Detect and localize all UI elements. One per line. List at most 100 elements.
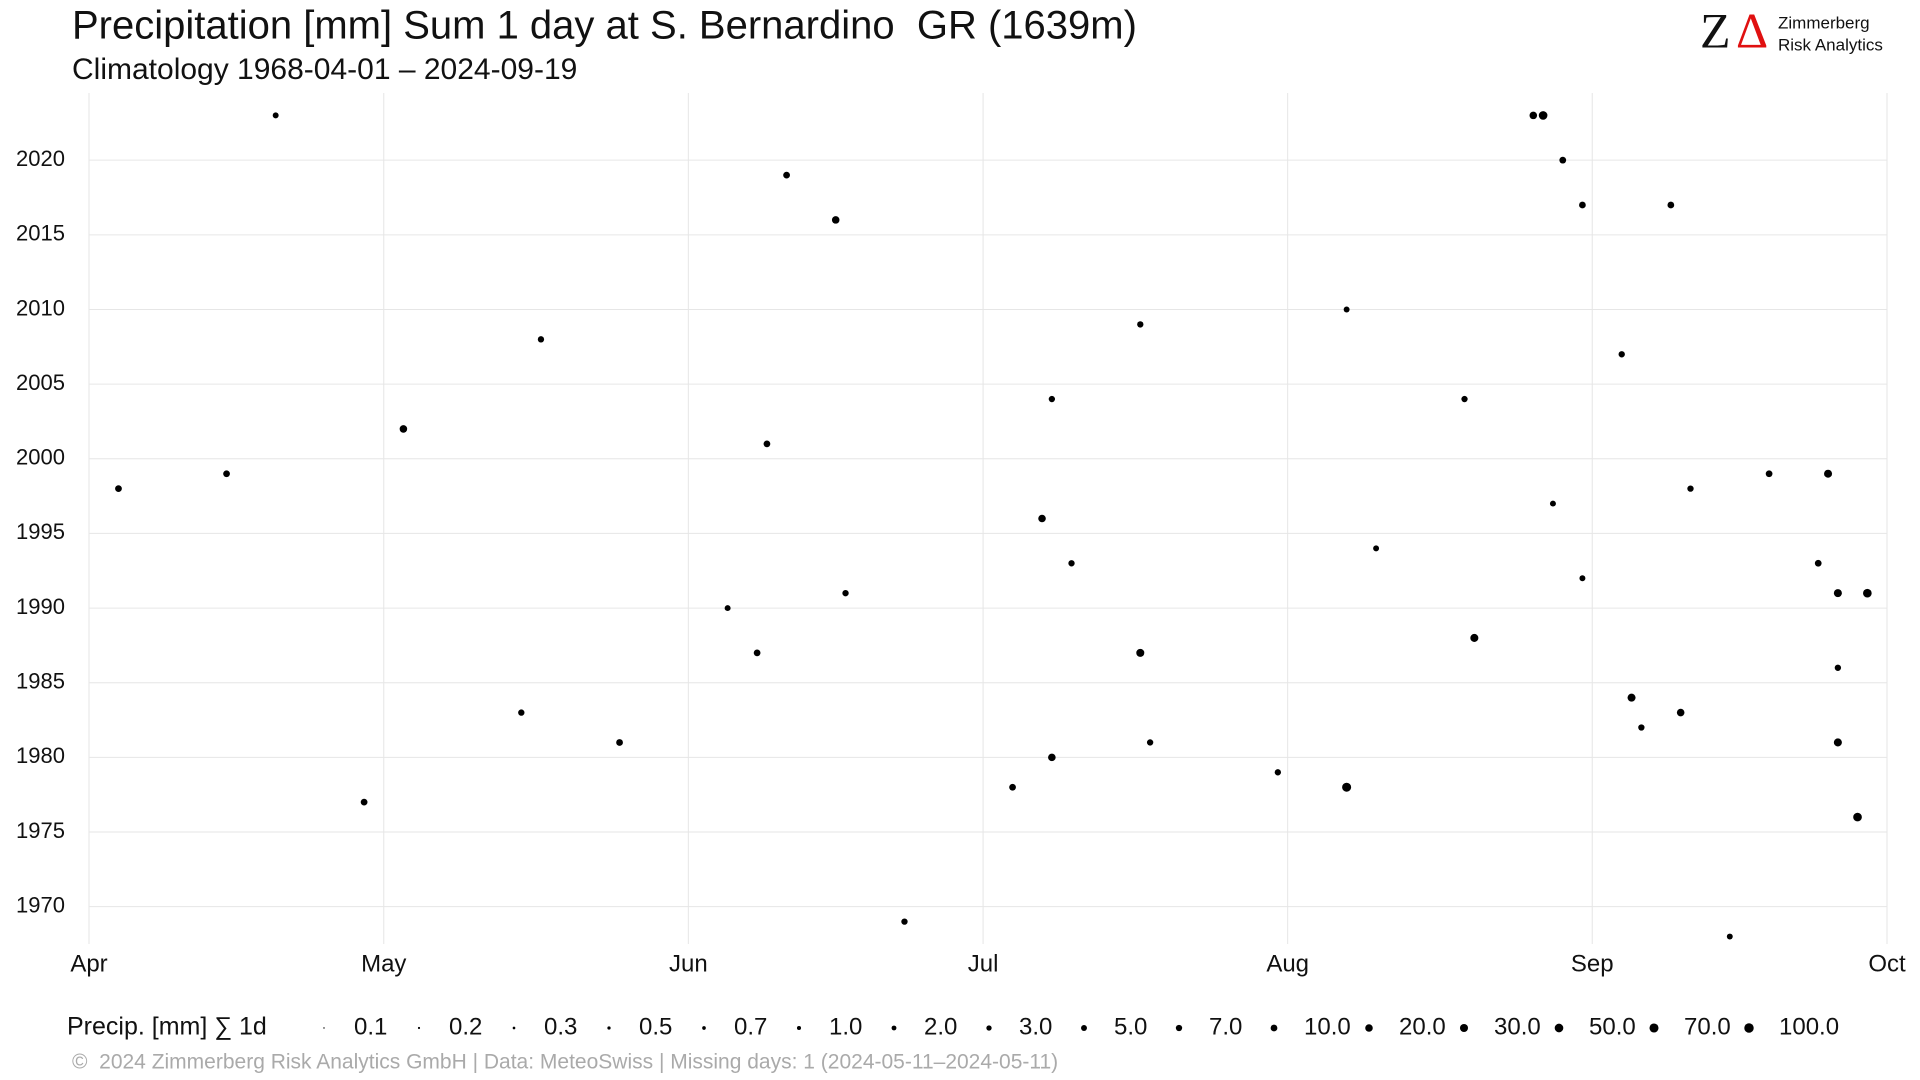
chart-subtitle: Climatology 1968-04-01 – 2024-09-19 [72,53,577,86]
point [1048,753,1056,762]
point [763,440,771,448]
legend-label: 0.1 [354,1013,387,1040]
point [901,918,908,925]
y-tick-label: 1970 [16,892,65,917]
point [1824,469,1833,478]
point [1343,306,1350,313]
point [1470,633,1479,642]
point [1009,783,1016,791]
y-tick-label: 2010 [16,295,65,320]
point [1765,470,1773,478]
logo-mark: Δ [1736,2,1768,58]
point [1038,514,1046,523]
legend-label: 5.0 [1114,1013,1147,1040]
legend-symbol [891,1025,897,1031]
legend-symbol [1459,1023,1469,1033]
legend-label: 70.0 [1684,1013,1731,1040]
x-tick-label: Jul [968,950,999,977]
point [783,171,790,179]
point [1676,708,1685,717]
point [115,485,122,493]
point [360,798,368,806]
point [1667,201,1675,209]
x-tick-label: Apr [70,950,107,977]
legend-label: 0.2 [449,1013,482,1040]
point [1863,588,1872,598]
legend-symbol [1744,1023,1754,1033]
point [1833,589,1842,598]
point [1529,111,1538,120]
point [753,649,761,657]
legend-symbol [1365,1024,1373,1032]
legend-label: 1.0 [829,1013,862,1040]
point [1627,693,1636,702]
point [1342,782,1352,792]
point [1726,933,1733,940]
point [1814,559,1822,567]
point [1136,648,1145,657]
point [1137,321,1144,328]
legend-label: 0.7 [734,1013,767,1040]
point [1853,812,1862,822]
point [537,336,545,343]
y-tick-label: 1995 [16,519,65,544]
point [1538,111,1548,120]
point [1833,738,1842,747]
x-tick-label: Jun [669,950,708,977]
legend-label: 0.3 [544,1013,577,1040]
point [223,470,230,478]
point [1618,351,1625,358]
y-tick-label: 1975 [16,818,65,843]
logo-mark: Z [1700,2,1731,58]
point [1638,724,1645,731]
legend-symbol [323,1027,325,1029]
y-tick-label: 2015 [16,221,65,246]
legend-label: 3.0 [1019,1013,1052,1040]
y-tick-label: 2020 [16,146,65,171]
point [1687,485,1694,492]
legend-symbol [986,1025,992,1031]
legend-label: 7.0 [1209,1013,1242,1040]
point [518,709,525,716]
x-tick-label: May [361,950,406,977]
point [1549,500,1556,507]
logo-text: Zimmerberg [1778,13,1870,32]
legend-label: 30.0 [1494,1013,1541,1040]
y-tick-label: 1990 [16,594,65,619]
legend-label: 10.0 [1304,1013,1351,1040]
legend-symbol [702,1026,706,1030]
legend-symbol [512,1026,516,1030]
legend-symbol [607,1026,611,1030]
legend-symbol [1554,1023,1564,1033]
x-tick-label: Oct [1868,950,1906,977]
point [1461,395,1468,403]
legend-symbol [1270,1024,1278,1032]
y-tick-label: 1980 [16,743,65,768]
chart-title: Precipitation [mm] Sum 1 day at S. Berna… [72,4,1137,48]
point [1068,560,1075,567]
logo-text: Risk Analytics [1778,35,1883,54]
x-tick-label: Sep [1571,950,1614,977]
y-tick-label: 1985 [16,669,65,694]
legend-title: Precip. [mm] ∑ 1d [67,1013,267,1041]
x-tick-label: Aug [1266,950,1309,977]
legend-symbol [1649,1023,1659,1033]
point [399,425,408,433]
point [1579,575,1586,582]
point [1834,664,1842,671]
legend-label: 100.0 [1779,1013,1839,1040]
point [724,605,731,612]
legend-symbol [417,1026,421,1030]
point [1579,201,1586,209]
point [1274,769,1282,776]
legend-symbol [1081,1025,1087,1031]
y-tick-label: 2000 [16,445,65,470]
legend-symbol [796,1025,802,1031]
point [842,589,849,597]
point [831,216,840,224]
point [1559,156,1567,164]
legend-label: 20.0 [1399,1013,1446,1040]
logo: Z Δ Zimmerberg Risk Analytics [1700,2,1883,58]
legend-label: 0.5 [639,1013,672,1040]
